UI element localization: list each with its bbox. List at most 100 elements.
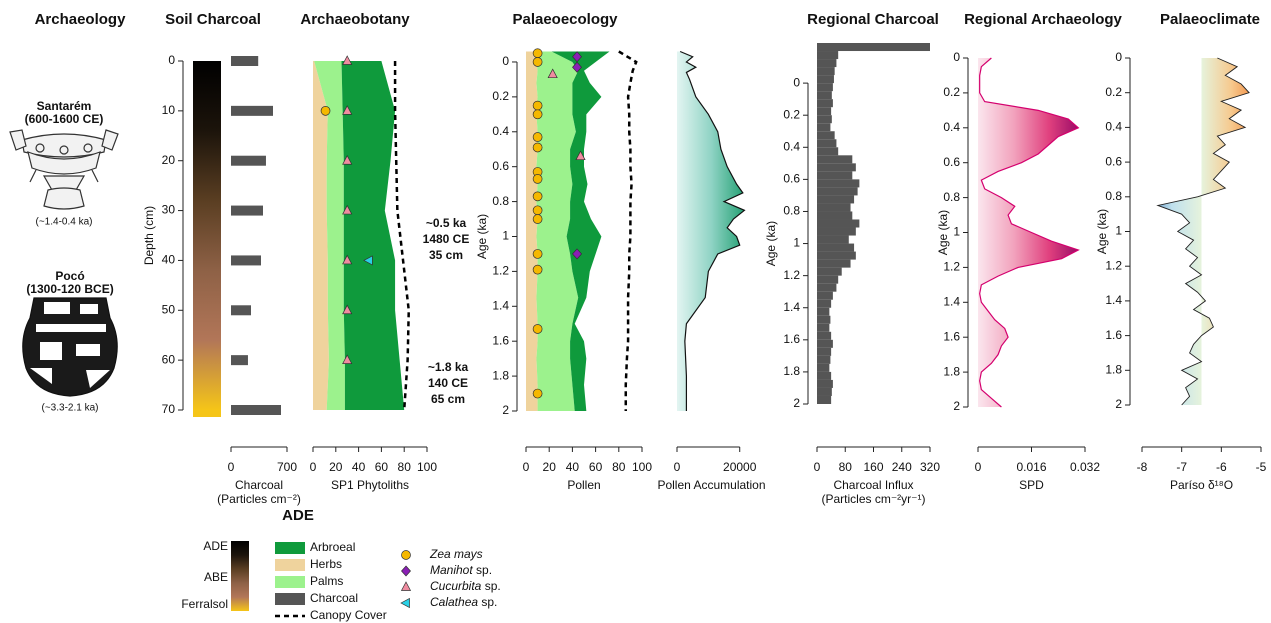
area [341,61,405,410]
x-tick-label: 0 [975,460,982,474]
vessel-pattern [30,368,110,388]
legend-label: Herbs [310,557,342,571]
area [536,51,579,411]
y-tick-label: 1 [953,225,960,239]
histogram-bar [817,243,855,252]
area [313,61,329,410]
histogram-bar [817,267,842,276]
vessel-age: (~3.3-2.1 ka) [42,403,99,414]
marker [400,581,412,591]
histogram-bar [817,51,839,60]
x-tick-label: 100 [417,460,437,474]
histogram-bar [817,179,860,188]
vessel-legs [29,169,99,183]
legend-label: Charcoal [310,591,358,605]
panel-title: Palaeoclimate [1160,11,1260,28]
histogram-bar [817,363,830,372]
marker [342,354,353,364]
histogram-bar [817,315,831,324]
vessel-period: (600-1600 CE) [25,112,104,126]
x-tick-label: -8 [1137,460,1148,474]
histogram-bar [817,283,837,292]
x-tick-label: 20 [543,460,557,474]
area-outline [979,57,1080,408]
histogram-bar [817,131,835,140]
y-tick-label: 10 [162,103,176,117]
histogram-bar [817,147,839,156]
histogram-bar [817,323,830,332]
panel-title: Palaeoecology [512,11,618,28]
x-tick-label: 40 [352,460,366,474]
santarem-vessel [9,129,119,210]
bar [231,305,251,316]
poco-vessel [22,297,118,397]
y-tick-label: 1 [793,236,800,250]
histogram-bar [817,43,930,52]
y-tick-label: 0 [168,53,175,67]
y-tick-label: 1.8 [783,364,800,378]
x-tick-label: 0 [814,460,821,474]
x-axis-label: Charcoal Influx [833,478,913,492]
y-tick-label: 0.4 [943,120,960,134]
y-tick-label: 1.4 [1105,293,1122,307]
x-axis-label: Pollen [567,478,600,492]
x-tick-label: 0 [674,460,681,474]
marker [532,132,543,142]
histogram-bar [817,123,831,132]
y-axis-label: Age (ka) [475,214,489,259]
soil-color-bar [193,61,221,417]
x-axis-label: SPD [1019,478,1044,492]
marker [575,150,586,161]
histogram-bar [817,355,831,364]
bar [231,205,263,216]
marker [532,205,543,216]
marker [532,109,543,120]
histogram-bar [817,379,833,388]
y-tick-label: 0.4 [1105,120,1122,134]
annotation: 65 cm [431,392,465,406]
x-axis-label: Charcoal [235,478,283,492]
marker [342,304,353,315]
y-tick-label: 1.8 [1105,362,1122,376]
legend-label: Canopy Cover [310,608,387,622]
legend-label: Cucurbita sp. [430,579,501,593]
x-tick-label: 20 [329,460,343,474]
legend-soil-label: Ferralsol [181,597,228,611]
histogram-bar [817,347,832,356]
vessel-ornament [59,145,69,155]
y-tick-label: 0.8 [1105,189,1122,203]
histogram-bar [817,259,851,268]
histogram-bar [817,331,832,340]
legend-swatch [275,576,305,588]
vessel-base [43,187,85,210]
x-tick-label: 60 [375,460,389,474]
x-tick-label: 0.016 [1016,460,1046,474]
vessel-figure [101,129,119,151]
area [677,51,745,411]
histogram-bar [817,291,833,300]
y-tick-label: 1.2 [1105,258,1122,272]
y-tick-label: 1.4 [783,300,800,314]
histogram-bar [817,339,833,348]
legend-label: Palms [310,574,343,588]
area [526,51,538,411]
histogram-bar [817,67,835,76]
x-tick-label: 80 [398,460,412,474]
y-tick-label: 2 [502,403,509,417]
area [314,61,345,410]
vessel-age: (~1.4-0.4 ka) [36,217,93,228]
panel-title: Regional Charcoal [807,11,939,28]
vessel-pattern [80,304,98,314]
canopy-line [618,50,638,411]
y-tick-label: 1.6 [492,333,509,347]
legend-soil-bar [231,541,249,611]
histogram-bar [817,195,855,204]
histogram-bar [817,91,832,100]
annotation: 140 CE [428,376,468,390]
marker [532,264,543,275]
y-tick-label: 0.6 [943,155,960,169]
marker [532,191,543,202]
x-tick-label: 20000 [723,460,757,474]
histogram-bar [817,235,849,244]
